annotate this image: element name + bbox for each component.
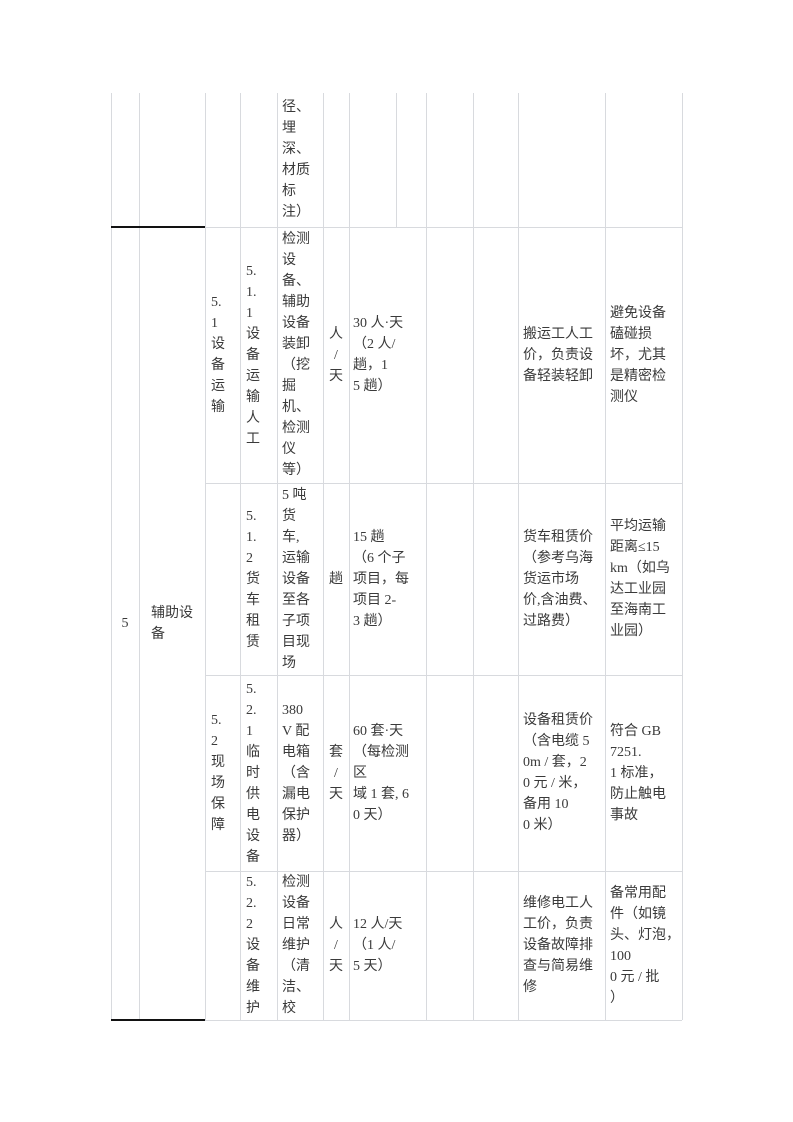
grid-hline: [205, 227, 682, 228]
grid-vline: [277, 93, 278, 1020]
spec-cell: 5 吨 货 车, 运输 设备 至各 子项 目现 场: [282, 487, 310, 671]
grid-vline: [111, 93, 112, 1020]
spec-cell: 径、 埋 深、 材质 标 注）: [282, 100, 310, 220]
unit-cell: 趟: [329, 571, 343, 587]
grid-vline: [323, 93, 324, 1020]
grid-vline: [682, 93, 683, 1020]
price-basis-cell: 搬运工人工 价，负责设 备轻装轻卸: [523, 326, 593, 384]
sub-item-cell: 5. 1 设 备 运 输: [211, 295, 225, 415]
heavy-border: [111, 1019, 205, 1021]
spec-cell: 检测 设备 日常 维护 （清 洁、 校: [282, 875, 310, 1016]
category-cell: 辅助设 备: [151, 605, 193, 642]
spec-cell: 检测 设 备、 辅助 设备 装卸 （挖 掘 机、 检测 仪 等）: [282, 232, 310, 478]
grid-vline: [426, 93, 427, 1020]
item-id-cell: 5. 2. 1 临 时 供 电 设 备: [246, 681, 260, 865]
grid-vline: [205, 93, 206, 1020]
price-basis-cell: 货车租赁价 （参考乌海 货运市场 价,含油费、 过路费）: [523, 529, 597, 629]
item-id-cell: 5. 2. 2 设 备 维 护: [246, 875, 260, 1016]
item-id-cell: 5. 1. 1 设 备 运 输 人 工: [246, 263, 260, 447]
note-cell: 备常用配 件（如镜 头、灯泡， 100 0 元 / 批 ）: [610, 885, 680, 1006]
grid-vline: [605, 93, 606, 1020]
grid-vline: [349, 93, 350, 1020]
grid-hline: [205, 483, 682, 484]
sub-item-cell: 5. 2 现 场 保 障: [211, 713, 225, 833]
grid-vline: [518, 93, 519, 1020]
unit-cell: 人 / 天: [329, 326, 343, 384]
grid-vline: [396, 93, 397, 227]
grid-vline: [139, 93, 140, 1020]
note-cell: 符合 GB 7251. 1 标准， 防止触电 事故: [610, 723, 666, 823]
unit-cell: 套 / 天: [329, 744, 343, 802]
note-cell: 避免设备 磕碰损 坏，尤其 是精密检 测仪: [610, 305, 666, 405]
grid-vline: [473, 93, 474, 1020]
grid-vline: [240, 93, 241, 1020]
price-basis-cell: 设备租赁价 （含电缆 5 0m / 套，2 0 元 / 米， 备用 10 0 米…: [523, 713, 593, 833]
quantity-cell: 15 趟 （6 个子 项目，每 项目 2- 3 趟）: [353, 529, 409, 629]
grid-hline: [205, 871, 682, 872]
grid-hline: [205, 1020, 682, 1021]
price-basis-cell: 维修电工人 工价，负责 设备故障排 查与简易维 修: [523, 896, 593, 995]
quantity-cell: 12 人/天 （1 人/ 5 天）: [353, 917, 403, 974]
grid-hline: [205, 675, 682, 676]
quantity-cell: 30 人·天 （2 人/ 趟，1 5 趟）: [353, 316, 404, 394]
quantity-cell: 60 套·天 （每检测 区 域 1 套, 6 0 天）: [353, 723, 409, 823]
unit-cell: 人 / 天: [329, 917, 343, 974]
item-id-cell: 5. 1. 2 货 车 租 赁: [246, 508, 260, 650]
spec-cell: 380 V 配 电箱 （含 漏电 保护 器）: [282, 702, 310, 844]
serial-cell: 5: [121, 616, 129, 631]
heavy-border: [111, 226, 205, 228]
note-cell: 平均运输 距离≤15 km（如乌 达工业园 至海南工 业园）: [610, 519, 670, 639]
